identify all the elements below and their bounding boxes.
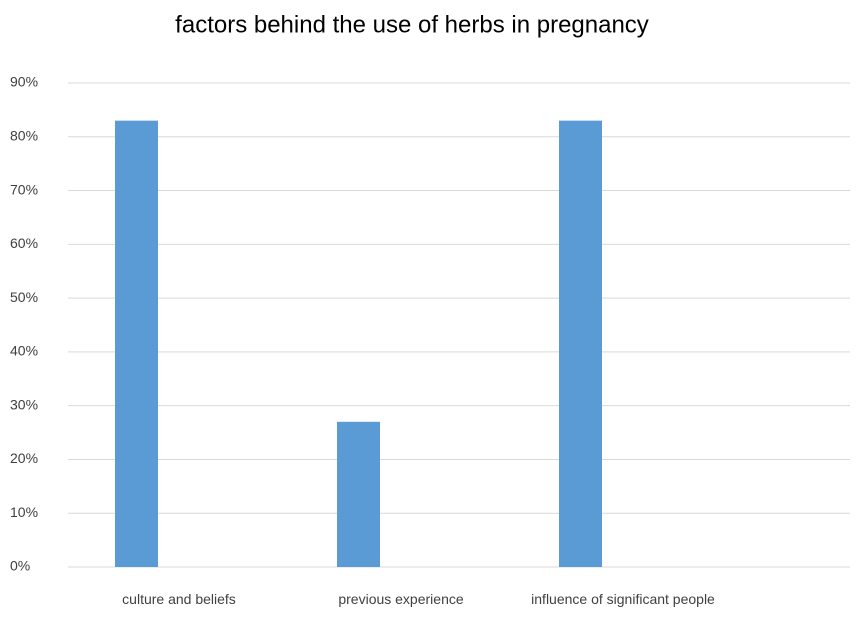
y-tick-label: 50%: [10, 289, 38, 305]
x-tick-label: culture and beliefs: [122, 591, 236, 607]
y-tick-label: 30%: [10, 396, 38, 412]
y-tick-label: 70%: [10, 181, 38, 197]
y-tick-label: 20%: [10, 450, 38, 466]
y-tick-label: 10%: [10, 504, 38, 520]
y-tick-label: 0%: [10, 558, 30, 574]
y-tick-label: 60%: [10, 235, 38, 251]
x-tick-label-box: influence of significant people: [531, 591, 715, 607]
y-tick-label: 90%: [10, 74, 38, 90]
y-tick-label: 40%: [10, 343, 38, 359]
bar: [337, 421, 380, 567]
y-tick-label: 80%: [10, 127, 38, 143]
x-tick-label-box: culture and beliefs: [122, 591, 236, 607]
bar: [559, 120, 602, 568]
x-tick-label-box: previous experience: [338, 591, 464, 607]
chart-title: factors behind the use of herbs in pregn…: [175, 11, 649, 38]
x-tick-label: previous experience: [338, 591, 464, 607]
x-tick-label: influence of significant people: [531, 591, 715, 607]
bar: [115, 120, 158, 568]
